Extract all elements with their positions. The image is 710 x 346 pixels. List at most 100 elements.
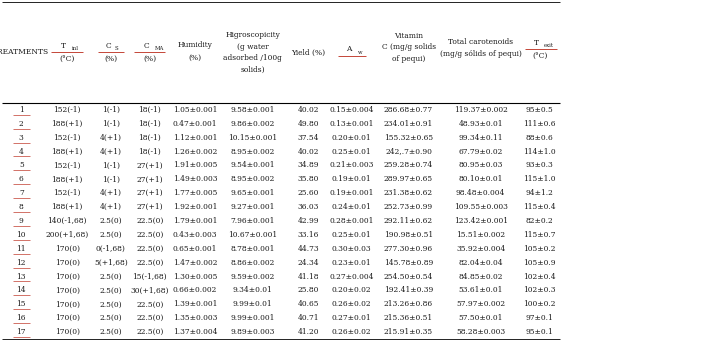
Text: 36.03: 36.03	[297, 203, 319, 211]
Text: 1(-1): 1(-1)	[102, 120, 120, 128]
Text: 188(+1): 188(+1)	[51, 120, 83, 128]
Text: 119.37±0.002: 119.37±0.002	[454, 106, 508, 114]
Text: 4(+1): 4(+1)	[100, 147, 121, 156]
Text: 10.15±0.001: 10.15±0.001	[228, 134, 278, 142]
Text: 0.24±0.01: 0.24±0.01	[332, 203, 371, 211]
Text: 213.26±0.86: 213.26±0.86	[384, 300, 433, 308]
Text: 170(0): 170(0)	[55, 245, 80, 253]
Text: 292.11±0.62: 292.11±0.62	[384, 217, 433, 225]
Text: 0.25±0.01: 0.25±0.01	[332, 147, 371, 156]
Text: 95±0.5: 95±0.5	[525, 106, 554, 114]
Text: 35.80: 35.80	[297, 175, 319, 183]
Text: 16: 16	[16, 314, 26, 322]
Text: 9.86±0.002: 9.86±0.002	[231, 120, 275, 128]
Text: 18(-1): 18(-1)	[138, 120, 161, 128]
Text: 1(-1): 1(-1)	[102, 175, 120, 183]
Text: inl: inl	[72, 46, 79, 51]
Text: 80.95±0.03: 80.95±0.03	[459, 162, 503, 170]
Text: 152(-1): 152(-1)	[53, 134, 81, 142]
Text: 18(-1): 18(-1)	[138, 134, 161, 142]
Text: 12: 12	[16, 259, 26, 267]
Text: 102±0.3: 102±0.3	[523, 286, 556, 294]
Text: 42.99: 42.99	[297, 217, 319, 225]
Text: 44.73: 44.73	[297, 245, 319, 253]
Text: 22.5(0): 22.5(0)	[136, 314, 163, 322]
Text: 9.89±0.003: 9.89±0.003	[231, 328, 275, 336]
Text: 109.55±0.003: 109.55±0.003	[454, 203, 508, 211]
Text: 8.86±0.002: 8.86±0.002	[231, 259, 275, 267]
Text: 49.80: 49.80	[297, 120, 319, 128]
Text: 40.02: 40.02	[297, 147, 319, 156]
Text: 9.54±0.001: 9.54±0.001	[231, 162, 275, 170]
Text: (°C): (°C)	[60, 55, 75, 63]
Text: 145.78±0.89: 145.78±0.89	[384, 259, 433, 267]
Text: 40.02: 40.02	[297, 106, 319, 114]
Text: 94±1.2: 94±1.2	[525, 189, 554, 197]
Text: 15: 15	[16, 300, 26, 308]
Text: 5(+1,68): 5(+1,68)	[94, 259, 128, 267]
Text: 2.5(0): 2.5(0)	[99, 328, 122, 336]
Text: 170(0): 170(0)	[55, 273, 80, 281]
Text: 1.35±0.003: 1.35±0.003	[173, 314, 217, 322]
Text: 34.89: 34.89	[297, 162, 319, 170]
Text: 0.27±0.01: 0.27±0.01	[332, 314, 371, 322]
Text: 40.71: 40.71	[297, 314, 319, 322]
Text: 93±0.3: 93±0.3	[525, 162, 554, 170]
Text: 115±0.4: 115±0.4	[523, 203, 556, 211]
Text: 0.19±0.001: 0.19±0.001	[329, 189, 374, 197]
Text: 6: 6	[19, 175, 23, 183]
Text: 231.38±0.62: 231.38±0.62	[384, 189, 433, 197]
Text: 67.79±0.02: 67.79±0.02	[459, 147, 503, 156]
Text: Humidity: Humidity	[178, 42, 212, 49]
Text: (%): (%)	[104, 55, 117, 63]
Text: 2.5(0): 2.5(0)	[99, 217, 122, 225]
Text: 170(0): 170(0)	[55, 300, 80, 308]
Text: 18(-1): 18(-1)	[138, 106, 161, 114]
Text: 0.27±0.004: 0.27±0.004	[329, 273, 374, 281]
Text: of pequi): of pequi)	[392, 55, 425, 63]
Text: 8.95±0.002: 8.95±0.002	[231, 147, 275, 156]
Text: 27(+1): 27(+1)	[136, 175, 163, 183]
Text: (g water: (g water	[237, 43, 268, 51]
Text: 1.37±0.004: 1.37±0.004	[173, 328, 217, 336]
Text: 17: 17	[16, 328, 26, 336]
Text: 80.10±0.01: 80.10±0.01	[459, 175, 503, 183]
Text: 252.73±0.99: 252.73±0.99	[384, 203, 433, 211]
Text: 1.30±0.005: 1.30±0.005	[173, 273, 217, 281]
Text: MA: MA	[155, 46, 164, 51]
Text: 9: 9	[19, 217, 23, 225]
Text: 152(-1): 152(-1)	[53, 106, 81, 114]
Text: 9.27±0.001: 9.27±0.001	[231, 203, 275, 211]
Text: 14: 14	[16, 286, 26, 294]
Text: 3: 3	[19, 134, 23, 142]
Text: w: w	[358, 50, 362, 55]
Text: 0(-1,68): 0(-1,68)	[96, 245, 126, 253]
Text: T: T	[61, 42, 66, 50]
Text: 1.92±0.001: 1.92±0.001	[173, 203, 217, 211]
Text: 1: 1	[19, 106, 23, 114]
Text: 192.41±0.39: 192.41±0.39	[384, 286, 433, 294]
Text: 53.61±0.01: 53.61±0.01	[459, 286, 503, 294]
Text: 27(+1): 27(+1)	[136, 162, 163, 170]
Text: 1.39±0.001: 1.39±0.001	[173, 300, 217, 308]
Text: 10: 10	[16, 231, 26, 239]
Text: 170(0): 170(0)	[55, 314, 80, 322]
Text: 102±0.4: 102±0.4	[523, 273, 556, 281]
Text: 30(+1,68): 30(+1,68)	[131, 286, 169, 294]
Text: 0.19±0.01: 0.19±0.01	[332, 175, 371, 183]
Text: 1.05±0.001: 1.05±0.001	[173, 106, 217, 114]
Text: 22.5(0): 22.5(0)	[136, 231, 163, 239]
Text: 1.26±0.002: 1.26±0.002	[173, 147, 217, 156]
Text: S: S	[115, 46, 119, 51]
Text: 259.28±0.74: 259.28±0.74	[384, 162, 433, 170]
Text: 22.5(0): 22.5(0)	[136, 300, 163, 308]
Text: 1(-1): 1(-1)	[102, 162, 120, 170]
Text: solids): solids)	[241, 65, 265, 73]
Text: 9.58±0.001: 9.58±0.001	[231, 106, 275, 114]
Text: 105±0.9: 105±0.9	[523, 259, 556, 267]
Text: 37.54: 37.54	[297, 134, 319, 142]
Text: 1.12±0.001: 1.12±0.001	[173, 134, 217, 142]
Text: 0.26±0.02: 0.26±0.02	[332, 328, 371, 336]
Text: 1.79±0.001: 1.79±0.001	[173, 217, 217, 225]
Text: 115±0.7: 115±0.7	[523, 231, 556, 239]
